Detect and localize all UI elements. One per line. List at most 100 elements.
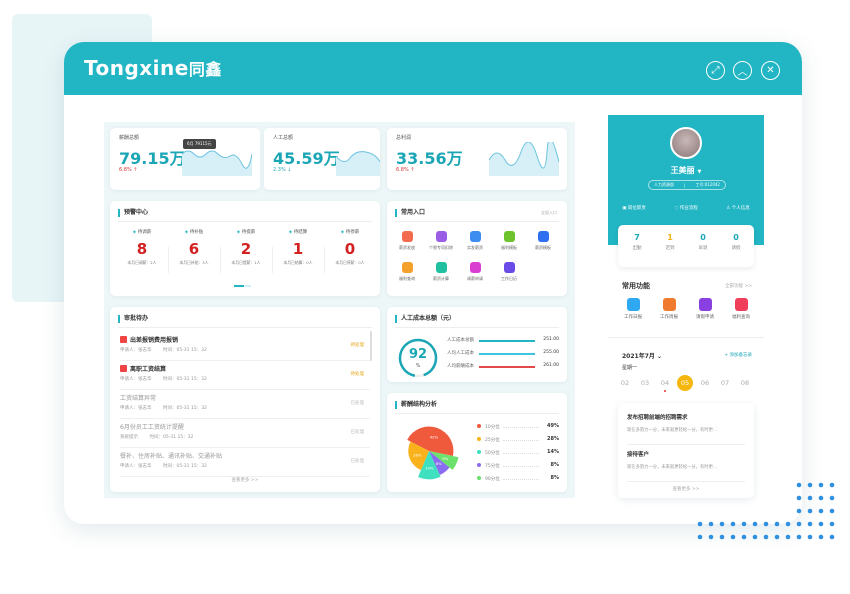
entry-item[interactable]: 福利查询 bbox=[390, 262, 424, 282]
close-icon[interactable]: ✕ bbox=[761, 61, 780, 80]
profile-links: ▣ 岗位职责 ◌ 作业流程 ♙ 个人信息 bbox=[608, 205, 764, 211]
kpi-change: 6.8% ↑ bbox=[396, 167, 415, 173]
approval-item[interactable]: 6月份员工工资统计提醒 系统提示 时间：05-31 15：32 已处理 bbox=[120, 420, 370, 448]
alarm-item[interactable]: ◈ 待停薪 0 本月已停薪：0人 bbox=[335, 230, 365, 265]
pie-slice[interactable] bbox=[407, 426, 454, 457]
gauge-value: 92 bbox=[408, 347, 428, 362]
approval-item[interactable]: 出差报销费用报销 申请人：张志华 时间：05-31 15：32 待处理 bbox=[120, 333, 370, 361]
calendar-day[interactable]: 07 bbox=[720, 379, 730, 387]
chevron-down-icon: ▼ bbox=[697, 169, 702, 175]
decorative-dot bbox=[785, 534, 791, 540]
common-entries-card: 常用入口 全部入口 薪资发放 个税专项扣除 实发薪资 福利模板 薪资模板 福利查… bbox=[387, 201, 567, 296]
pie-slice[interactable] bbox=[408, 441, 429, 471]
workflow-link[interactable]: ◌ 作业流程 bbox=[674, 206, 698, 211]
function-item[interactable]: 工作周报 bbox=[652, 298, 686, 320]
calendar-day[interactable]: 05 bbox=[677, 375, 693, 391]
view-more-link[interactable]: 查看更多 >> bbox=[672, 487, 700, 492]
function-item[interactable]: 工作日报 bbox=[616, 298, 650, 320]
alarm-item[interactable]: ◈ 待提薪 2 本月已提薪：1人 bbox=[231, 230, 261, 265]
legend-item: 75分位 8% bbox=[477, 462, 559, 469]
decorative-dot bbox=[807, 508, 813, 514]
approval-item[interactable]: 餐补、住房补贴、通讯补贴、交通补贴 申请人：张志华 时间：05-31 15：32… bbox=[120, 449, 370, 477]
entry-item[interactable]: 工作日历 bbox=[492, 262, 526, 282]
carousel-indicator[interactable] bbox=[245, 285, 251, 287]
attendance-stat[interactable]: 1 迟到 bbox=[665, 233, 675, 251]
calendar-day[interactable]: 08 bbox=[740, 379, 750, 387]
legend-item: 90分位 8% bbox=[477, 475, 559, 482]
function-item[interactable]: 福利查询 bbox=[724, 298, 758, 320]
alarm-item[interactable]: ◈ 待补贴 6 本月已补贴：3人 bbox=[179, 230, 209, 265]
entry-item[interactable]: 薪资发放 bbox=[390, 231, 424, 251]
calendar-day[interactable]: 03 bbox=[640, 379, 650, 387]
decorative-dot bbox=[763, 521, 769, 527]
entry-icon bbox=[503, 262, 515, 273]
labor-row: 人工成本总额 251.00 bbox=[447, 337, 559, 343]
entry-item[interactable]: 实发薪资 bbox=[458, 231, 492, 251]
pie-slice-label: 8% bbox=[442, 457, 448, 461]
function-item[interactable]: 请假申请 bbox=[688, 298, 722, 320]
pie-slice[interactable] bbox=[429, 451, 450, 476]
entry-item[interactable]: 薪资计算 bbox=[424, 262, 458, 282]
all-entries-link[interactable]: 全部入口 bbox=[541, 210, 557, 215]
month-selector[interactable]: 2021年7月 ⌄ bbox=[622, 353, 662, 360]
kpi-card-labor[interactable]: 人工总额 45.59万 2.3% ↓ bbox=[264, 128, 380, 190]
entry-item[interactable]: 福利模板 bbox=[492, 231, 526, 251]
all-functions-link[interactable]: 全部功能 >> bbox=[725, 284, 752, 289]
collapse-icon[interactable]: ︿ bbox=[733, 61, 752, 80]
user-name[interactable]: 王美丽 ▼ bbox=[670, 166, 702, 175]
pie-slice-label: 42% bbox=[430, 436, 439, 440]
calendar-day[interactable]: 06 bbox=[700, 379, 710, 387]
approval-item[interactable]: 离职工资结算 申请人：张志华 时间：05-31 15：32 待处理 bbox=[120, 362, 370, 390]
pie-slice[interactable] bbox=[418, 451, 441, 480]
decorative-dot bbox=[818, 495, 824, 501]
avatar[interactable] bbox=[670, 127, 702, 159]
decorative-dot bbox=[829, 521, 835, 527]
event-item[interactable]: 发布招聘前端的招聘需求 现在多努力一分，未来就更轻松一分，有时更... bbox=[627, 413, 745, 445]
entry-item[interactable]: 调薪申请 bbox=[458, 262, 492, 282]
pie-chart: 42%8%8%14%28% bbox=[407, 426, 459, 480]
labor-row: 人均薪酬成本 261.00 bbox=[447, 363, 559, 369]
decorative-dot bbox=[763, 534, 769, 540]
card-title: 预警中心 bbox=[118, 209, 148, 217]
attendance-stat[interactable]: 0 早退 bbox=[698, 233, 708, 251]
expand-icon[interactable]: ⤢ bbox=[706, 61, 725, 80]
decorative-dot bbox=[796, 521, 802, 527]
kpi-card-profit[interactable]: 总利润 33.56万 6.8% ↑ bbox=[387, 128, 567, 190]
carousel-indicator[interactable] bbox=[234, 285, 244, 287]
labor-row: 人均人工成本 255.00 bbox=[447, 350, 559, 356]
user-info-pill: 人力资源部 | 工号:012042 bbox=[648, 180, 726, 190]
entry-icon bbox=[469, 262, 481, 273]
add-memo-button[interactable]: + 添加备忘录 bbox=[724, 353, 752, 358]
header: Tongxine同鑫 ⤢ ︿ ✕ bbox=[64, 42, 802, 95]
salary-structure-card: 薪酬结构分析 42% 8% 8% 14% 28% 10分位 49% 25分位 28% 5… bbox=[387, 393, 567, 492]
kpi-card-salary[interactable]: 薪酬总额 79.15万 6.8% ↑ 6月 79115元 bbox=[110, 128, 260, 190]
job-duty-link[interactable]: ▣ 岗位职责 bbox=[622, 206, 646, 211]
decorative-dot bbox=[818, 508, 824, 514]
legend-dot-icon bbox=[477, 463, 481, 467]
decorative-dot bbox=[818, 482, 824, 488]
function-icon bbox=[734, 298, 748, 311]
attendance-stat[interactable]: 7 出勤 bbox=[632, 233, 642, 251]
sparkline bbox=[489, 142, 559, 176]
approval-item[interactable]: 工资结算异常 申请人：张志华 时间：05-31 15：32 已处理 bbox=[120, 391, 370, 419]
alarm-icon: ◈ bbox=[288, 230, 293, 235]
alarm-item[interactable]: ◈ 待调薪 8 本月已调薪：2人 bbox=[127, 230, 157, 265]
calendar-day[interactable]: 02 bbox=[620, 379, 630, 387]
sparkline bbox=[182, 150, 252, 176]
entry-item[interactable]: 个税专项扣除 bbox=[424, 231, 458, 251]
decorative-dot bbox=[697, 534, 703, 540]
pie-slice[interactable] bbox=[429, 451, 459, 470]
attendance-stat[interactable]: 0 请假 bbox=[731, 233, 741, 251]
view-more-link[interactable]: 查看更多 >> bbox=[231, 478, 259, 483]
alarm-icon: ◈ bbox=[132, 230, 137, 235]
legend-item: 25分位 28% bbox=[477, 436, 559, 443]
decorative-dot bbox=[796, 495, 802, 501]
entry-item[interactable]: 薪资模板 bbox=[526, 231, 560, 251]
calendar-day[interactable]: 04 bbox=[657, 375, 673, 392]
event-item[interactable]: 接待客户 现在多努力一分，未来就更轻松一分，有时更... bbox=[627, 450, 745, 482]
personal-info-link[interactable]: ♙ 个人信息 bbox=[726, 206, 750, 211]
entry-icon bbox=[537, 231, 549, 242]
scrollbar[interactable] bbox=[370, 331, 372, 361]
alarm-item[interactable]: ◈ 待结算 1 本月已结算：0人 bbox=[283, 230, 313, 265]
pie-slice-label: 28% bbox=[413, 454, 422, 458]
